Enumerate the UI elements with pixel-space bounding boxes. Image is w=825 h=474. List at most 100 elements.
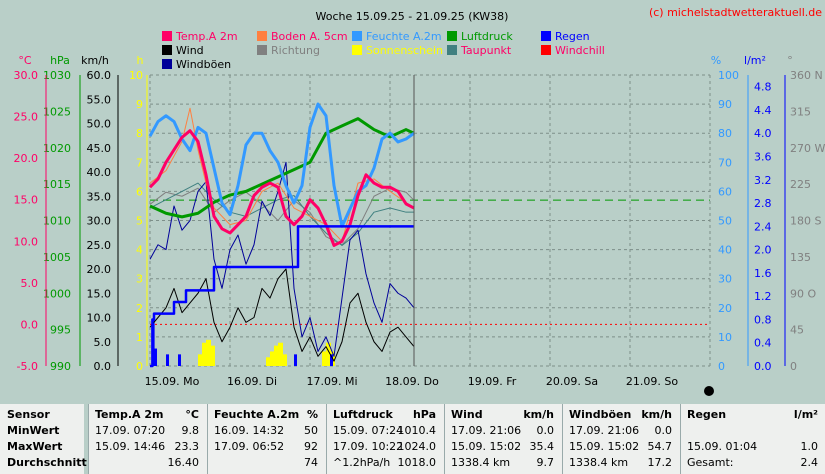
stats-cell-label: 17.09. 07:20 — [95, 424, 166, 437]
axis-tick-temp: 10.0 — [14, 235, 39, 248]
stats-cell-label: Windböen — [569, 408, 632, 421]
stats-cell-label: 17.09. 21:06 — [569, 424, 640, 437]
axis-tick-temp: 0.0 — [21, 318, 39, 331]
stats-cell-label: 17.09. 06:52 — [214, 440, 285, 453]
stats-cell-value: 1.0 — [800, 440, 819, 453]
stats-cell-label: 15.09. 01:04 — [687, 440, 758, 453]
sunshine-bar — [206, 339, 211, 366]
legend-label: Windböen — [176, 58, 231, 71]
stats-cell-value: l/m² — [793, 408, 818, 421]
axis-tick-direction: 45 — [790, 324, 804, 337]
axis-tick-sun: 6 — [136, 185, 143, 198]
stats-column: Feuchte A.2m% 16.09. 14:32 50 17.09. 06:52 9… — [207, 404, 326, 474]
axis-unit-pressure: hPa — [50, 54, 70, 67]
x-tick-label: 20.09. Sa — [546, 375, 598, 388]
axis-tick-rain: 3.6 — [754, 150, 772, 163]
axis-tick-pressure: 1010 — [43, 215, 71, 228]
rain-bar — [154, 348, 157, 366]
axis-tick-wind: 0.0 — [94, 360, 112, 373]
axis-tick-humidity: 40 — [718, 244, 732, 257]
axis-tick-wind: 30.0 — [87, 215, 112, 228]
axis-tick-pressure: 990 — [50, 360, 71, 373]
legend-label: Boden A. 5cm — [271, 30, 348, 43]
axis-tick-rain: 0.0 — [754, 360, 772, 373]
legend-swatch — [162, 31, 172, 41]
legend-label: Regen — [555, 30, 590, 43]
stats-cell-label: Feuchte A.2m — [214, 408, 300, 421]
stats-cell-value: 1010.4 — [397, 424, 437, 437]
axis-tick-humidity: 10 — [718, 331, 732, 344]
stats-cell-value: 74 — [304, 456, 318, 469]
sunshine-bar — [210, 345, 215, 366]
legend-label: Wind — [176, 44, 204, 57]
legend-swatch — [257, 45, 267, 55]
legend-label: Richtung — [271, 44, 320, 57]
sunshine-bar — [202, 342, 207, 366]
axis-tick-pressure: 1020 — [43, 142, 71, 155]
axis-tick-wind: 55.0 — [87, 93, 112, 106]
axis-tick-humidity: 20 — [718, 302, 732, 315]
stats-cell-value: 16.40 — [167, 456, 200, 469]
axis-unit-wind: km/h — [81, 54, 109, 67]
axis-tick-pressure: 995 — [50, 324, 71, 337]
legend-label: Windchill — [555, 44, 605, 57]
axis-tick-direction: 180 S — [790, 215, 821, 228]
stats-cell-value: 23.3 — [174, 440, 200, 453]
axis-tick-pressure: 1005 — [43, 251, 71, 264]
stats-column: Temp.A 2m °C 17.09. 07:20 9.8 15.09. 14:46 23… — [88, 404, 207, 474]
series-temp-a-2m — [148, 129, 415, 247]
stats-cell-value: hPa — [412, 408, 436, 421]
axis-tick-sun: 2 — [136, 302, 143, 315]
axis-tick-sun: 4 — [136, 244, 143, 257]
axis-tick-sun: 3 — [136, 273, 143, 286]
axis-unit-rain: l/m² — [744, 54, 766, 67]
series-wind — [149, 268, 415, 362]
sunshine-bar — [278, 342, 283, 366]
axis-tick-temp: -5.0 — [17, 360, 38, 373]
legend-swatch — [541, 45, 551, 55]
stats-column: Wind km/h 17.09. 21:06 0.0 15.09. 15:02 35.4 1… — [444, 404, 562, 474]
axis-tick-rain: 3.2 — [754, 174, 772, 187]
axis-tick-rain: 4.4 — [754, 104, 772, 117]
axis-tick-temp: 30.0 — [14, 69, 39, 82]
axis-tick-wind: 25.0 — [87, 239, 112, 252]
row-label-sensor: Sensor — [7, 408, 50, 421]
stats-cell-value: 0.0 — [654, 424, 673, 437]
axis-tick-wind: 5.0 — [94, 336, 112, 349]
x-tick-label: 18.09. Do — [385, 375, 439, 388]
legend-swatch — [257, 31, 267, 41]
rain-bar — [178, 354, 181, 366]
axis-tick-temp: 5.0 — [21, 277, 39, 290]
axis-tick-direction: 90 O — [790, 287, 816, 300]
sunshine-bar — [266, 357, 271, 366]
legend-label: Luftdruck — [461, 30, 513, 43]
stats-cell-label: ^1.2hPa/h — [333, 456, 391, 469]
copyright: (c) michelstadtwetteraktuell.de — [649, 6, 822, 19]
stats-cell-label: 1338.4 km — [569, 456, 629, 469]
legend-swatch — [447, 31, 457, 41]
axis-tick-humidity: 0 — [718, 360, 725, 373]
stats-column: Luftdruck hPa 15.09. 07:24 1010.4 17.09. 10:… — [326, 404, 444, 474]
axis-tick-wind: 20.0 — [87, 263, 112, 276]
x-tick-label: 19.09. Fr — [468, 375, 517, 388]
axis-tick-direction: 270 W — [790, 142, 825, 155]
axis-tick-pressure: 1030 — [43, 69, 71, 82]
weather-chart: Woche 15.09.25 - 21.09.25 (KW38) (c) mich… — [14, 6, 825, 396]
sunshine-bar — [322, 351, 327, 366]
axis-tick-rain: 1.6 — [754, 267, 772, 280]
stats-cell-label: 15.09. 15:02 — [451, 440, 522, 453]
stats-cell-label: Gesamt: — [687, 456, 734, 469]
sunshine-bar — [198, 354, 203, 366]
stats-cell-label: Luftdruck — [333, 408, 393, 421]
axis-tick-sun: 10 — [129, 69, 143, 82]
stats-cell-value: % — [306, 408, 318, 421]
row-label-avg: Durchschnitt — [7, 456, 87, 469]
x-tick-label: 16.09. Di — [227, 375, 277, 388]
stats-cell-label: 15.09. 07:24 — [333, 424, 404, 437]
stats-cell-label: 17.09. 21:06 — [451, 424, 522, 437]
series-richtung — [149, 187, 415, 246]
stats-cell-value: 92 — [304, 440, 318, 453]
legend-label: Taupunkt — [460, 44, 512, 57]
axis-tick-direction: 225 — [790, 178, 811, 191]
axis-tick-rain: 0.4 — [754, 337, 772, 350]
